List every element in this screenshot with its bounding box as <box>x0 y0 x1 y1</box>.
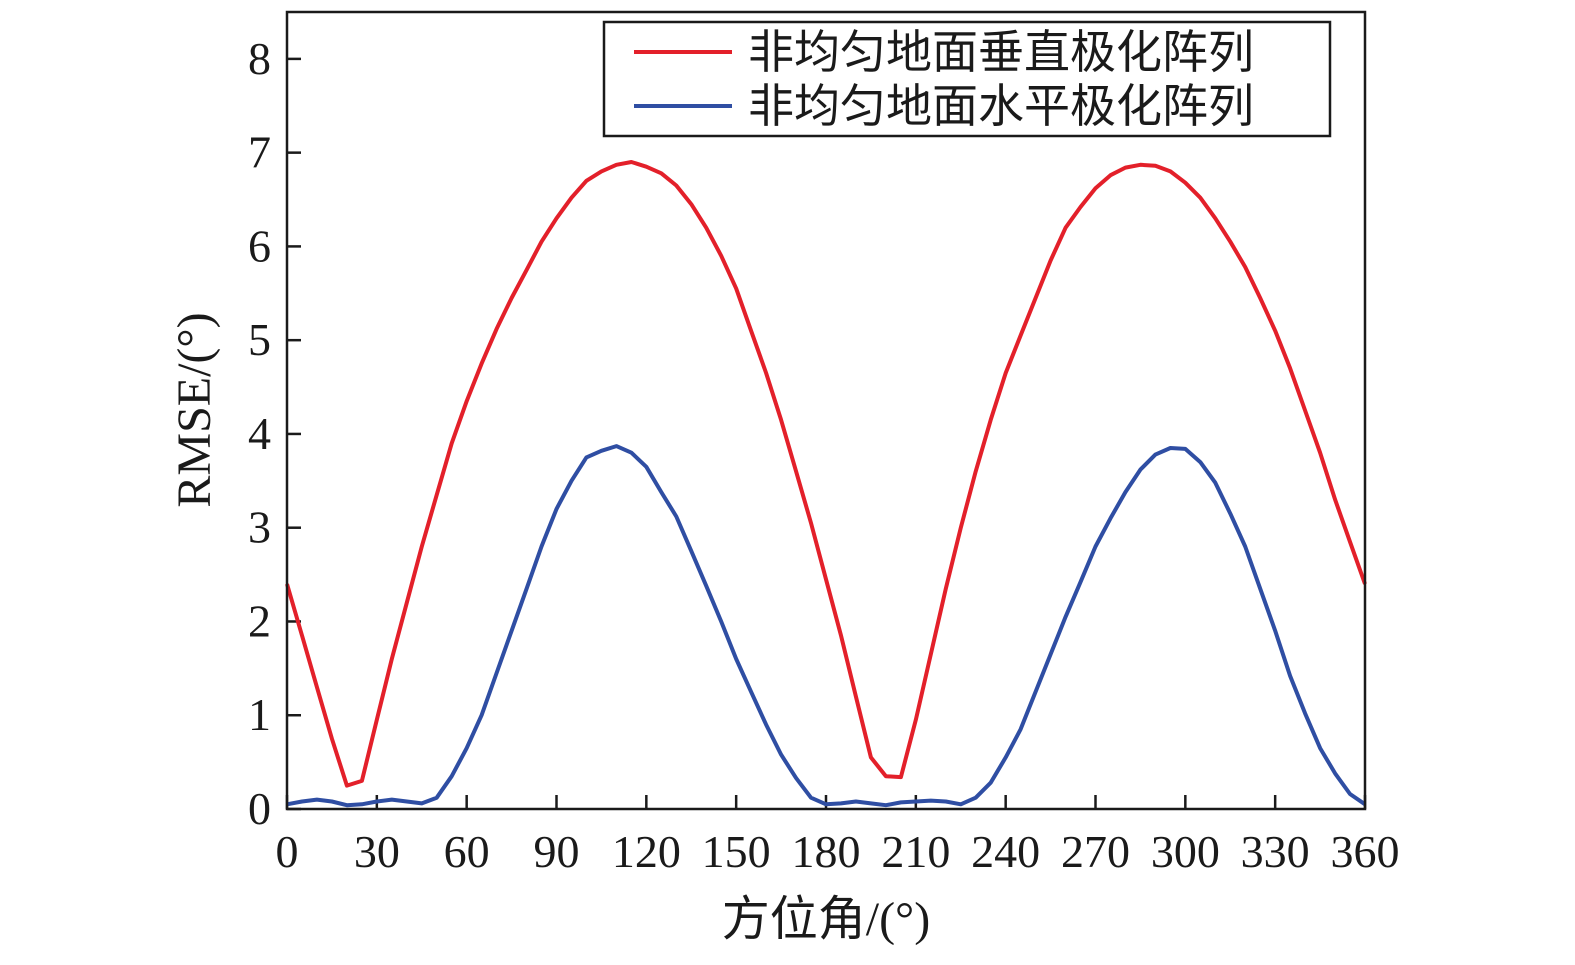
x-tick-label: 300 <box>1151 826 1220 877</box>
y-tick-label: 4 <box>248 408 271 459</box>
y-tick-label: 2 <box>248 595 271 646</box>
plot-frame <box>285 10 1367 811</box>
legend-label-vertical: 非均匀地面垂直极化阵列 <box>748 25 1254 79</box>
series-line-vertical-polarization <box>285 160 1367 788</box>
y-tick-label: 7 <box>248 127 271 178</box>
x-tick-label: 150 <box>702 826 771 877</box>
x-tick-label: 330 <box>1241 826 1310 877</box>
x-tick-label: 60 <box>444 826 490 877</box>
x-tick-label: 90 <box>534 826 580 877</box>
x-axis-title: 方位角/(°) <box>722 893 931 946</box>
y-tick-label: 3 <box>248 502 271 553</box>
legend-label-horizontal: 非均匀地面水平极化阵列 <box>748 79 1254 133</box>
y-axis-title: RMSE/(°) <box>168 312 221 507</box>
x-tick-label: 30 <box>354 826 400 877</box>
y-tick-label: 6 <box>248 220 271 271</box>
x-tick-label: 180 <box>792 826 861 877</box>
y-tick-label: 0 <box>248 783 271 834</box>
x-tick-label: 270 <box>1061 826 1130 877</box>
x-tick-label: 210 <box>881 826 950 877</box>
series-line-horizontal-polarization <box>286 444 1367 808</box>
series-layer <box>285 160 1367 808</box>
x-tick-label: 0 <box>276 826 299 877</box>
y-tick-label: 1 <box>248 689 271 740</box>
y-axis-ticks: 0 1 2 3 4 5 6 7 8 <box>248 33 301 834</box>
legend-box <box>602 20 1332 138</box>
x-tick-label: 240 <box>971 826 1040 877</box>
y-tick-label: 5 <box>248 314 271 365</box>
legend: 非均匀地面垂直极化阵列 非均匀地面水平极化阵列 <box>602 20 1332 138</box>
x-tick-label: 360 <box>1331 826 1400 877</box>
x-tick-label: 120 <box>612 826 681 877</box>
y-tick-label: 8 <box>248 33 271 84</box>
x-axis-ticks: 0 30 60 90 120 150 180 210 240 270 300 330 360 <box>276 795 1400 877</box>
